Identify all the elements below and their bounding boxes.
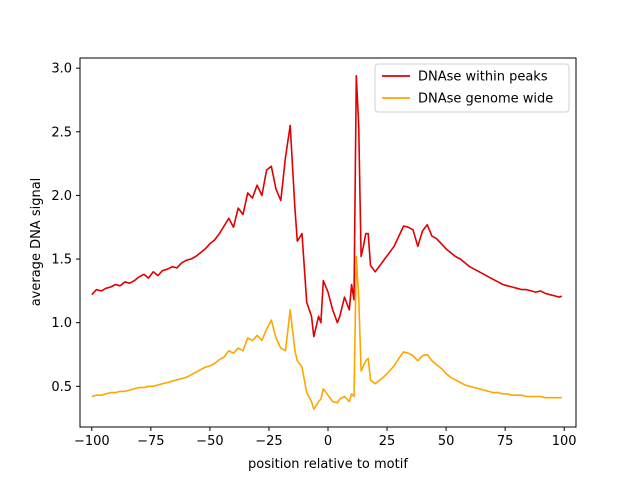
x-tick-label: 100 — [552, 434, 577, 449]
series-layer — [91, 75, 563, 410]
x-tick-label: −50 — [196, 434, 223, 449]
x-tick-label: 50 — [438, 434, 455, 449]
legend-label: DNAse genome wide — [418, 92, 553, 107]
x-tick-label: −25 — [255, 434, 282, 449]
series-line-1 — [91, 255, 562, 410]
x-tick-label: 25 — [379, 434, 396, 449]
legend: DNAse within peaks DNAse genome wide — [374, 63, 570, 113]
plot-frame — [79, 57, 577, 428]
y-axis-ticks: 0.5 1.0 1.5 2.0 2.5 3.0 — [51, 62, 80, 395]
y-tick-label: 2.5 — [51, 125, 72, 140]
legend-label: DNAse within peaks — [418, 70, 548, 85]
plot-area — [79, 57, 577, 428]
x-tick-label: −100 — [74, 434, 110, 449]
x-tick-label: 0 — [324, 434, 332, 449]
x-axis-label: position relative to motif — [248, 457, 408, 472]
y-tick-label: 1.5 — [51, 253, 72, 268]
series-line-0 — [91, 75, 563, 338]
y-axis-label: average DNA signal — [29, 178, 44, 307]
x-axis-ticks: −100 −75 −50 −25 0 25 50 75 100 — [74, 427, 577, 449]
y-tick-label: 2.0 — [51, 189, 72, 204]
x-tick-label: −75 — [137, 434, 164, 449]
x-tick-label: 75 — [497, 434, 514, 449]
y-tick-label: 3.0 — [51, 62, 72, 77]
legend-box — [374, 63, 570, 113]
y-tick-label: 0.5 — [51, 380, 72, 395]
y-tick-label: 1.0 — [51, 316, 72, 331]
